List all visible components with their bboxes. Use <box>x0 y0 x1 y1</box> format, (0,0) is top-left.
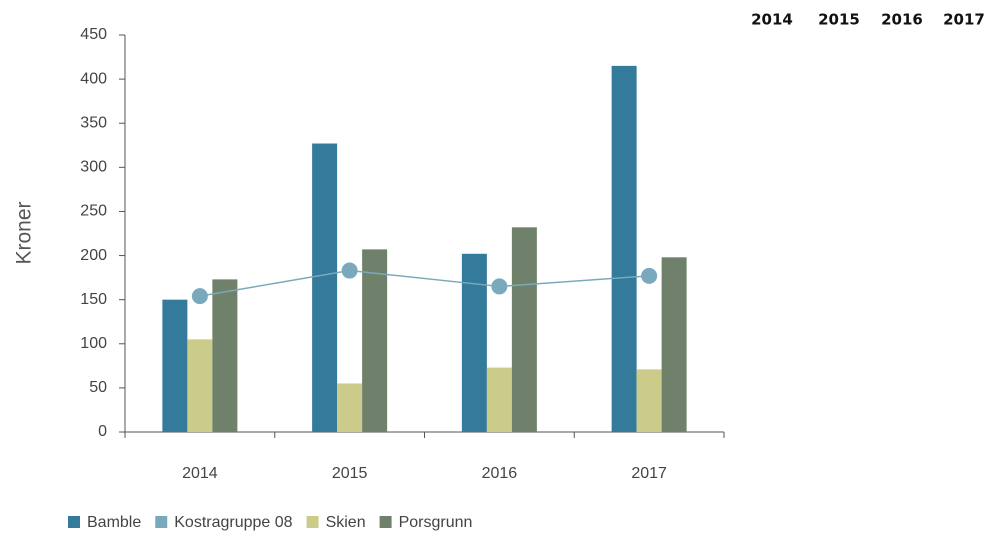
y-tick-label: 300 <box>80 159 107 176</box>
x-tick-label: 2016 <box>482 465 518 482</box>
table-header: 2014 <box>751 11 793 29</box>
line-marker <box>641 267 658 284</box>
x-tick-label: 2014 <box>182 465 218 482</box>
y-tick-label: 250 <box>80 203 107 220</box>
y-tick-label: 100 <box>80 335 107 352</box>
line-marker <box>491 278 508 295</box>
y-tick-label: 0 <box>98 423 107 440</box>
y-tick-label: 350 <box>80 114 107 131</box>
y-axis-label: Kroner <box>13 201 36 264</box>
bar <box>162 299 188 432</box>
y-tick-label: 400 <box>80 70 107 87</box>
legend-swatch <box>306 516 319 528</box>
x-tick-label: 2015 <box>332 465 368 482</box>
bar <box>661 257 687 432</box>
line-marker <box>341 262 358 279</box>
bar <box>486 367 512 432</box>
x-tick-label: 2017 <box>631 465 667 482</box>
table-header: 2015 <box>818 11 860 29</box>
bar <box>337 383 363 432</box>
y-tick-label: 450 <box>80 26 107 43</box>
bar <box>312 143 338 432</box>
bar <box>187 339 213 432</box>
y-tick-label: 50 <box>89 379 107 396</box>
line-marker <box>191 288 208 305</box>
legend-label: Kostragruppe 08 <box>174 514 292 531</box>
line <box>199 269 650 297</box>
legend-swatch <box>379 516 392 528</box>
y-tick-label: 200 <box>80 247 107 264</box>
table-header: 2017 <box>943 11 985 29</box>
legend-label: Porsgrunn <box>399 514 473 531</box>
table-header: 2016 <box>881 11 923 29</box>
bar <box>461 253 487 432</box>
legend-swatch <box>155 516 168 528</box>
legend-swatch <box>68 516 80 528</box>
bar <box>511 227 537 432</box>
bar <box>212 279 238 432</box>
y-tick-label: 150 <box>80 291 107 308</box>
legend-label: Bamble <box>87 514 141 531</box>
bar <box>636 369 662 432</box>
bar <box>362 249 388 432</box>
bar <box>611 65 637 432</box>
legend-label: Skien <box>326 514 366 531</box>
